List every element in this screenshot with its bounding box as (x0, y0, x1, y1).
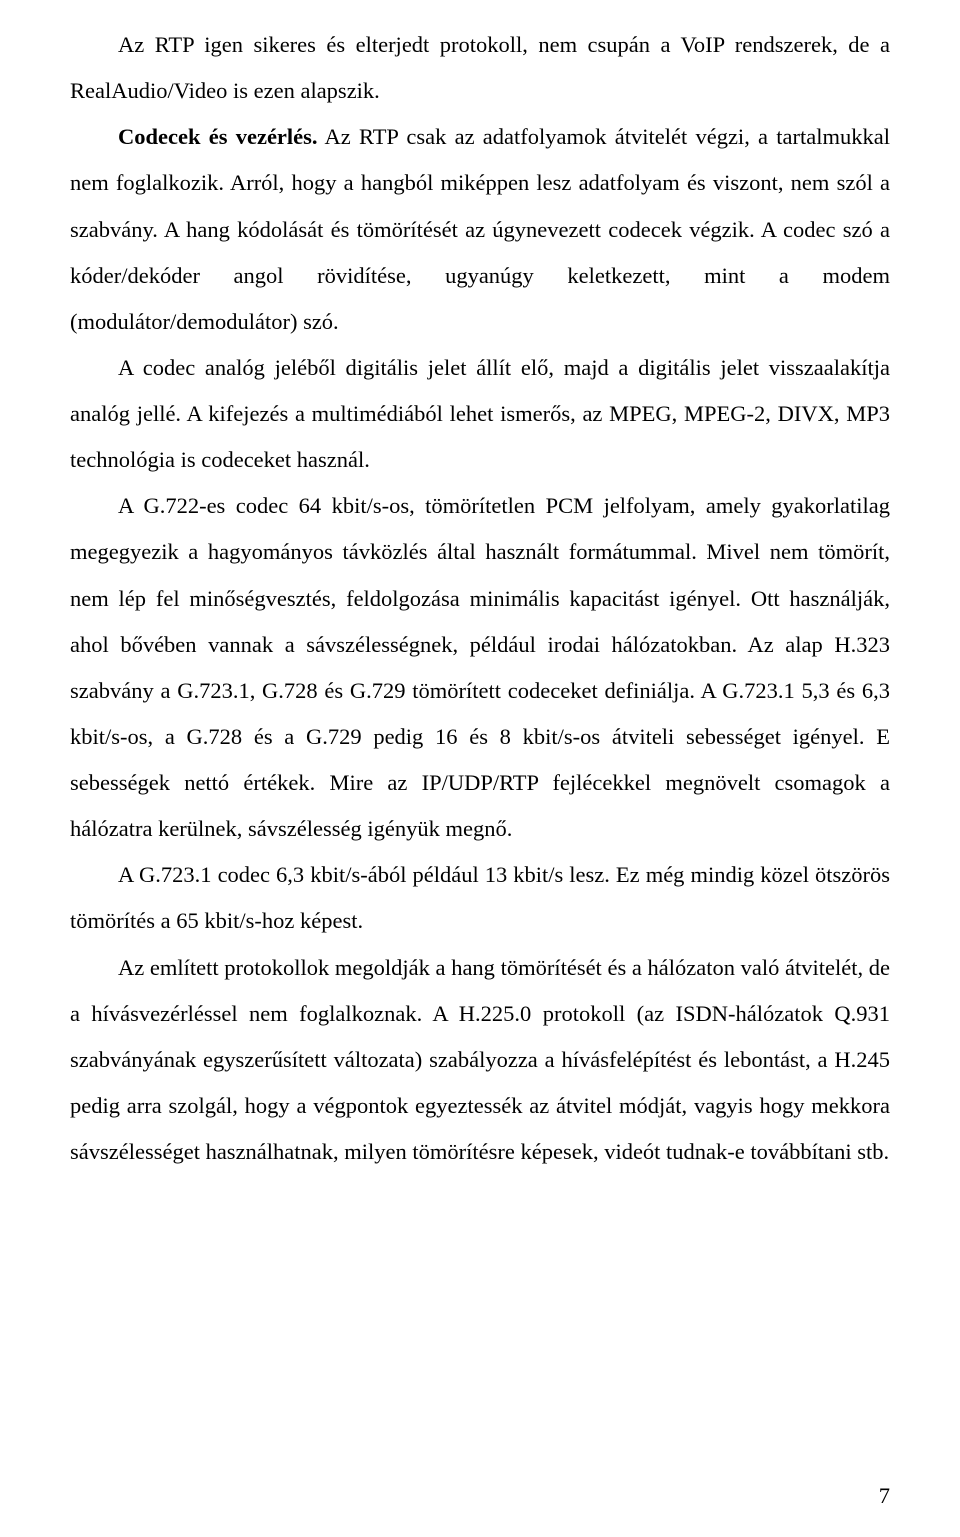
page-number: 7 (879, 1483, 890, 1509)
paragraph-2-heading: Codecek és vezérlés. (118, 124, 318, 149)
paragraph-6: Az említett protokollok megoldják a hang… (70, 945, 890, 1176)
paragraph-4-text: A G.722-es codec 64 kbit/s-os, tömörítet… (70, 493, 890, 841)
paragraph-4: A G.722-es codec 64 kbit/s-os, tömörítet… (70, 483, 890, 852)
paragraph-3-text: A codec analóg jeléből digitális jelet á… (70, 355, 890, 472)
paragraph-1: Az RTP igen sikeres és elterjedt protoko… (70, 22, 890, 114)
paragraph-2: Codecek és vezérlés. Az RTP csak az adat… (70, 114, 890, 345)
paragraph-1-text: Az RTP igen sikeres és elterjedt protoko… (70, 32, 890, 103)
paragraph-2-text: Az RTP csak az adatfolyamok átvitelét vé… (70, 124, 890, 334)
paragraph-3: A codec analóg jeléből digitális jelet á… (70, 345, 890, 483)
paragraph-6-text: Az említett protokollok megoldják a hang… (70, 955, 890, 1165)
paragraph-5: A G.723.1 codec 6,3 kbit/s-ából például … (70, 852, 890, 944)
document-page: Az RTP igen sikeres és elterjedt protoko… (0, 0, 960, 1537)
paragraph-5-text: A G.723.1 codec 6,3 kbit/s-ából például … (70, 862, 890, 933)
